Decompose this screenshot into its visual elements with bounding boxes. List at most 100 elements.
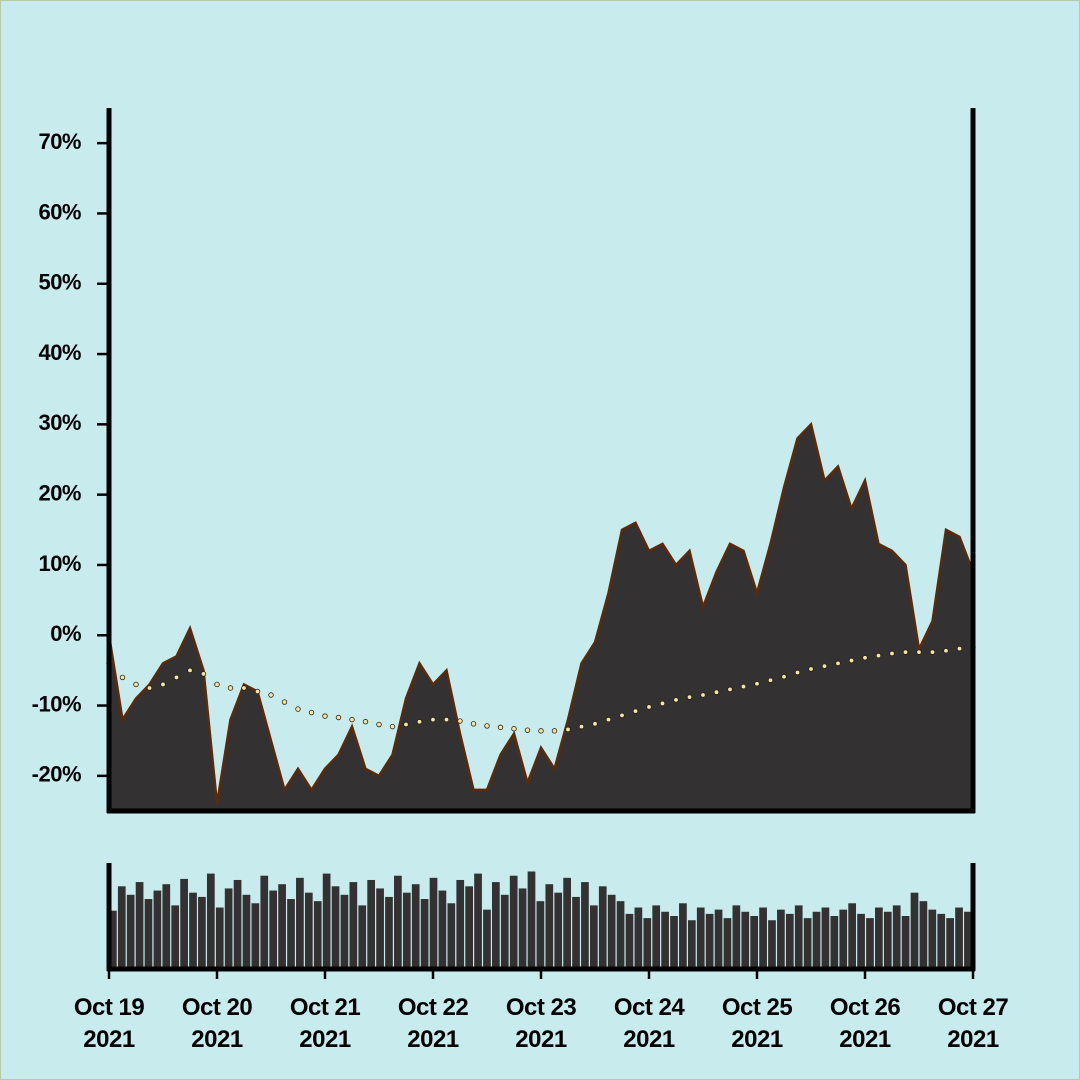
volume-bar	[830, 916, 839, 969]
volume-bar	[394, 875, 402, 969]
x-tick-label: Oct 25 2021	[721, 994, 793, 1053]
area	[107, 421, 975, 813]
volume-bar	[723, 918, 732, 969]
smooth-dot	[524, 727, 531, 733]
smooth-dot	[848, 657, 855, 664]
smooth-dot	[740, 683, 747, 690]
volume-bar	[875, 907, 883, 969]
smooth-dot	[376, 721, 382, 728]
volume-bar	[527, 871, 536, 969]
smooth-dot	[403, 721, 409, 728]
smooth-dot	[457, 718, 463, 724]
volume-bar	[224, 888, 233, 969]
smooth-dot	[673, 697, 679, 703]
smooth-dot	[646, 704, 652, 710]
volume-bar	[821, 907, 830, 969]
smooth-dot	[902, 649, 909, 655]
smooth-dot	[146, 685, 153, 691]
y-tick-label: 70%	[38, 129, 81, 154]
smooth-dot	[808, 666, 814, 672]
volume-bar	[794, 905, 803, 969]
volume-bar	[741, 911, 750, 969]
smooth-dot	[956, 645, 963, 652]
smooth-dot	[497, 724, 504, 731]
smooth-dot	[281, 699, 288, 705]
volume-bar	[563, 877, 571, 969]
volume-bar	[135, 882, 144, 969]
volume-bar	[215, 907, 224, 969]
volume-bar	[581, 882, 589, 969]
volume-bar	[750, 916, 759, 969]
smooth-dot	[916, 649, 922, 655]
smooth-dot	[416, 719, 423, 725]
smooth-dot	[173, 674, 180, 681]
volume-bar	[839, 909, 848, 969]
volume-bar	[661, 911, 669, 969]
smooth-dot	[308, 709, 315, 716]
smooth-dot	[659, 700, 666, 707]
smooth-dot	[119, 674, 126, 681]
volume-bar	[269, 890, 278, 969]
volume-bar	[509, 875, 518, 969]
smooth-dot	[700, 692, 706, 698]
volume-bar	[456, 879, 465, 969]
volume-bar	[242, 894, 251, 969]
smooth-dot	[943, 648, 949, 654]
volume-bar	[198, 896, 206, 969]
volume-bar	[705, 913, 714, 969]
x-tick-label: Oct 27 2021	[937, 994, 1009, 1053]
smooth-dot	[322, 713, 328, 719]
volume-bar	[955, 907, 963, 969]
volume-bar	[385, 896, 393, 969]
smooth-dot	[767, 677, 774, 683]
y-tick-label: -10%	[32, 691, 81, 716]
volume-bar	[447, 903, 456, 969]
y-tick-label: 30%	[38, 410, 81, 435]
volume-bar	[777, 909, 785, 969]
smooth-dot	[713, 689, 720, 695]
volume-bar	[500, 894, 509, 969]
volume-bar	[153, 890, 162, 969]
volume-bar	[144, 899, 153, 969]
y-tick-label: 50%	[38, 270, 81, 295]
smooth-dot	[781, 674, 787, 680]
x-tick-label: Oct 23 2021	[505, 994, 577, 1053]
smooth-dot	[929, 649, 936, 655]
volume-bar	[233, 879, 242, 969]
volume-bar	[910, 892, 919, 969]
smooth-dot	[295, 706, 301, 712]
smooth-dot	[160, 681, 166, 688]
volume-bar	[572, 896, 580, 969]
smooth-dot	[214, 681, 220, 688]
volume-bar	[171, 905, 180, 969]
y-tick-label: 10%	[38, 551, 81, 576]
smooth-dot	[254, 688, 261, 695]
volume-bar	[278, 884, 286, 969]
volume-bar	[304, 892, 313, 969]
volume-bar	[367, 879, 376, 969]
volume-bar	[625, 913, 634, 969]
smooth-dot	[362, 719, 369, 725]
smooth-dot	[686, 694, 693, 700]
smooth-dot	[875, 652, 882, 659]
smooth-dot	[835, 660, 841, 667]
volume-bar	[785, 913, 794, 969]
volume-bar	[901, 916, 910, 969]
smooth-dot	[349, 716, 355, 723]
volume-bar	[313, 901, 322, 969]
y-tick-label: -20%	[32, 762, 81, 787]
smooth-dot	[268, 692, 274, 698]
volume-bar	[652, 905, 661, 969]
volume-bar	[964, 911, 972, 969]
volume-bar	[206, 873, 215, 969]
volume-bar	[883, 911, 892, 969]
smooth-dot	[187, 667, 193, 674]
volume-bar	[634, 907, 643, 969]
volume-bar	[857, 913, 865, 969]
volume-bar	[189, 892, 197, 969]
volume-bar	[643, 918, 652, 969]
volume-bar	[474, 873, 482, 969]
volume-bar	[420, 899, 429, 969]
